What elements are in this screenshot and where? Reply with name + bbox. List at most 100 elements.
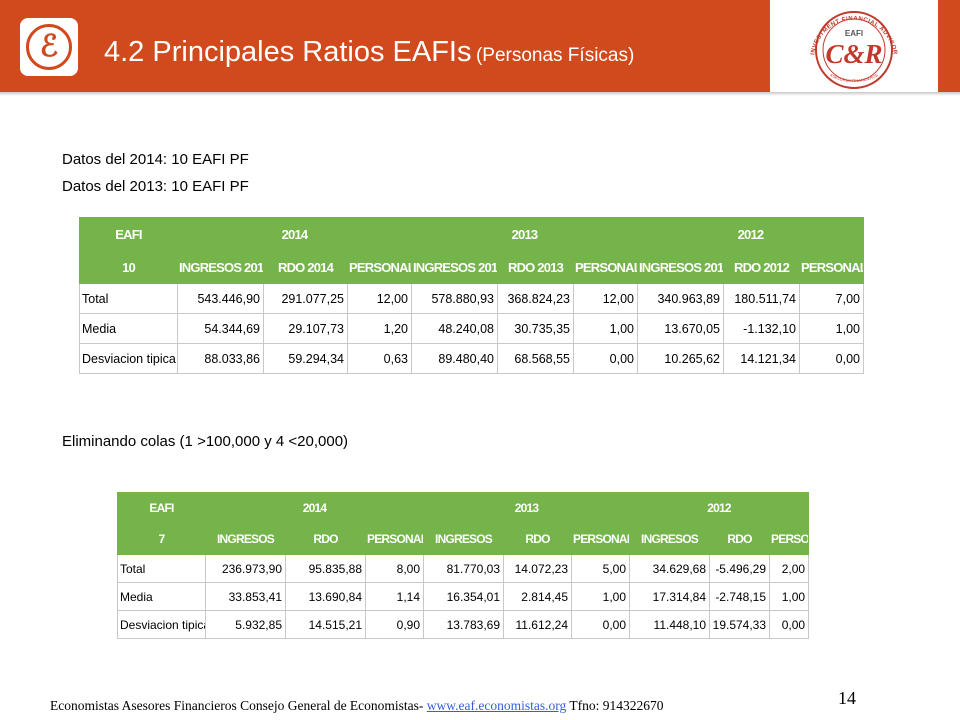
- table-cell: 1,00: [571, 582, 631, 611]
- table-cell: 19.574,33: [709, 610, 771, 639]
- year-header-2014: 2014: [204, 492, 425, 524]
- title-bar-shadow: [0, 92, 960, 96]
- year-header-2012: 2012: [637, 217, 864, 251]
- logo-eafi: EAFI: [845, 29, 863, 38]
- table-cell: 1,14: [364, 582, 425, 611]
- table-cell: 12,00: [347, 283, 412, 314]
- eafi-count: 7: [117, 523, 206, 555]
- table-cell: 11.612,24: [503, 610, 573, 639]
- table-cell: 88.033,86: [177, 343, 264, 374]
- table-cell: 368.824,23: [497, 283, 574, 314]
- cr-emblem-icon: INVESTMENT FINANCIAL ADVISOR EAFI C&R AS…: [810, 11, 897, 89]
- column-header: PERSONAL: [769, 523, 810, 555]
- table-cell: 29.107,73: [263, 313, 348, 344]
- column-header: INGRESOS: [629, 523, 711, 555]
- column-header: PERSONAL: [573, 250, 638, 284]
- column-header: PERSONAL: [571, 523, 631, 555]
- intro-line-2013: Datos del 2013: 10 EAFI PF: [62, 178, 249, 195]
- table-cell: 10.265,62: [637, 343, 724, 374]
- epsilon-logo-icon: ℰ: [26, 24, 72, 70]
- table-row-desviacion: Desviacion tipica 88.033,86 59.294,34 0,…: [79, 343, 864, 374]
- table-row-desviacion: Desviacion tipica 5.932,85 14.515,21 0,9…: [117, 610, 810, 639]
- logo-mark: C&R: [825, 39, 882, 69]
- table-cell: 13.783,69: [423, 610, 505, 639]
- table-cell: 30.735,35: [497, 313, 574, 344]
- table-column-header-row: 7 INGRESOS RDO PERSONAL INGRESOS RDO PER…: [117, 523, 810, 555]
- table-cell: 0,00: [573, 343, 638, 374]
- table-cell: 13.670,05: [637, 313, 724, 344]
- table-cell: 2.814,45: [503, 582, 573, 611]
- footer-website-link[interactable]: www.eaf.economistas.org: [426, 698, 567, 713]
- table-cell: -2.748,15: [709, 582, 771, 611]
- table-cell: 14.515,21: [285, 610, 366, 639]
- page-number: 14: [838, 688, 856, 708]
- footer-phone: Tfno: 914322670: [566, 698, 664, 713]
- row-label: Desviacion tipica: [117, 610, 206, 639]
- slide-title: 4.2 Principales Ratios EAFIs (Personas F…: [104, 36, 634, 69]
- column-header: INGRESOS 2012: [637, 250, 724, 284]
- table-cell: 48.240,08: [411, 313, 498, 344]
- table-cell: 1,00: [799, 313, 864, 344]
- table-cell: 1,00: [573, 313, 638, 344]
- table-cell: 7,00: [799, 283, 864, 314]
- table-corner-label: EAFI: [79, 217, 178, 251]
- intro-line-filtered: Eliminando colas (1 >100,000 y 4 <20,000…: [62, 433, 349, 450]
- table-cell: -1.132,10: [723, 313, 800, 344]
- row-label: Media: [79, 313, 178, 344]
- table-cell: 236.973,90: [205, 554, 286, 583]
- svg-text:ASESORES FINANCIEROS: ASESORES FINANCIEROS: [829, 72, 879, 83]
- table-cell: 1,00: [769, 582, 810, 611]
- table-cell: 16.354,01: [423, 582, 505, 611]
- column-header: PERSONAL: [364, 523, 425, 555]
- table-cell: 5,00: [571, 554, 631, 583]
- table-cell: 0,00: [571, 610, 631, 639]
- economistas-logo: ℰ: [20, 18, 78, 76]
- table-cell: 17.314,84: [629, 582, 711, 611]
- column-header: INGRESOS 2014: [177, 250, 264, 284]
- slide-title-sub: (Personas Físicas): [475, 45, 635, 66]
- table-cell: 543.446,90: [177, 283, 264, 314]
- column-header: INGRESOS 2013: [411, 250, 498, 284]
- intro-line-2014: Datos del 2014: 10 EAFI PF: [62, 151, 249, 168]
- table-cell: 95.835,88: [285, 554, 366, 583]
- table-cell: 14.072,23: [503, 554, 573, 583]
- table-cell: 340.963,89: [637, 283, 724, 314]
- table-cell: 13.690,84: [285, 582, 366, 611]
- column-header: RDO 2013: [497, 250, 574, 284]
- year-header-2012: 2012: [629, 492, 810, 524]
- table-corner-label: EAFI: [117, 492, 206, 524]
- ratios-table-all: EAFI 2014 2013 2012 10 INGRESOS 2014 RDO…: [79, 217, 864, 374]
- footer: Economistas Asesores Financieros Consejo…: [50, 698, 664, 714]
- column-header: RDO 2012: [723, 250, 800, 284]
- table-cell: 0,63: [347, 343, 412, 374]
- year-header-2013: 2013: [411, 217, 638, 251]
- table-cell: 89.480,40: [411, 343, 498, 374]
- year-header-2013: 2013: [423, 492, 631, 524]
- eafi-count: 10: [79, 250, 178, 284]
- column-header: INGRESOS: [205, 523, 286, 555]
- table-cell: 81.770,03: [423, 554, 505, 583]
- ratios-table-filtered: EAFI 2014 2013 2012 7 INGRESOS RDO PERSO…: [117, 492, 810, 639]
- cr-eafi-logo: INVESTMENT FINANCIAL ADVISOR EAFI C&R AS…: [770, 0, 938, 92]
- column-header: PERSONAL: [799, 250, 864, 284]
- footer-text: Economistas Asesores Financieros Consejo…: [50, 698, 427, 713]
- table-cell: 1,20: [347, 313, 412, 344]
- table-cell: 8,00: [364, 554, 425, 583]
- table-cell: 33.853,41: [205, 582, 286, 611]
- table-cell: 34.629,68: [629, 554, 711, 583]
- table-cell: 2,00: [769, 554, 810, 583]
- row-label: Total: [117, 554, 206, 583]
- table-cell: 0,90: [364, 610, 425, 639]
- column-header: PERSONAL: [347, 250, 412, 284]
- table-column-header-row: 10 INGRESOS 2014 RDO 2014 PERSONAL INGRE…: [79, 250, 864, 284]
- table-row-media: Media 54.344,69 29.107,73 1,20 48.240,08…: [79, 313, 864, 344]
- row-label: Media: [117, 582, 206, 611]
- slide-title-main: 4.2 Principales Ratios EAFIs: [104, 36, 472, 68]
- row-label: Total: [79, 283, 178, 314]
- column-header: RDO: [285, 523, 366, 555]
- year-header-2014: 2014: [177, 217, 412, 251]
- table-cell: 180.511,74: [723, 283, 800, 314]
- table-cell: -5.496,29: [709, 554, 771, 583]
- column-header: RDO: [503, 523, 573, 555]
- table-year-row: EAFI 2014 2013 2012: [79, 217, 864, 251]
